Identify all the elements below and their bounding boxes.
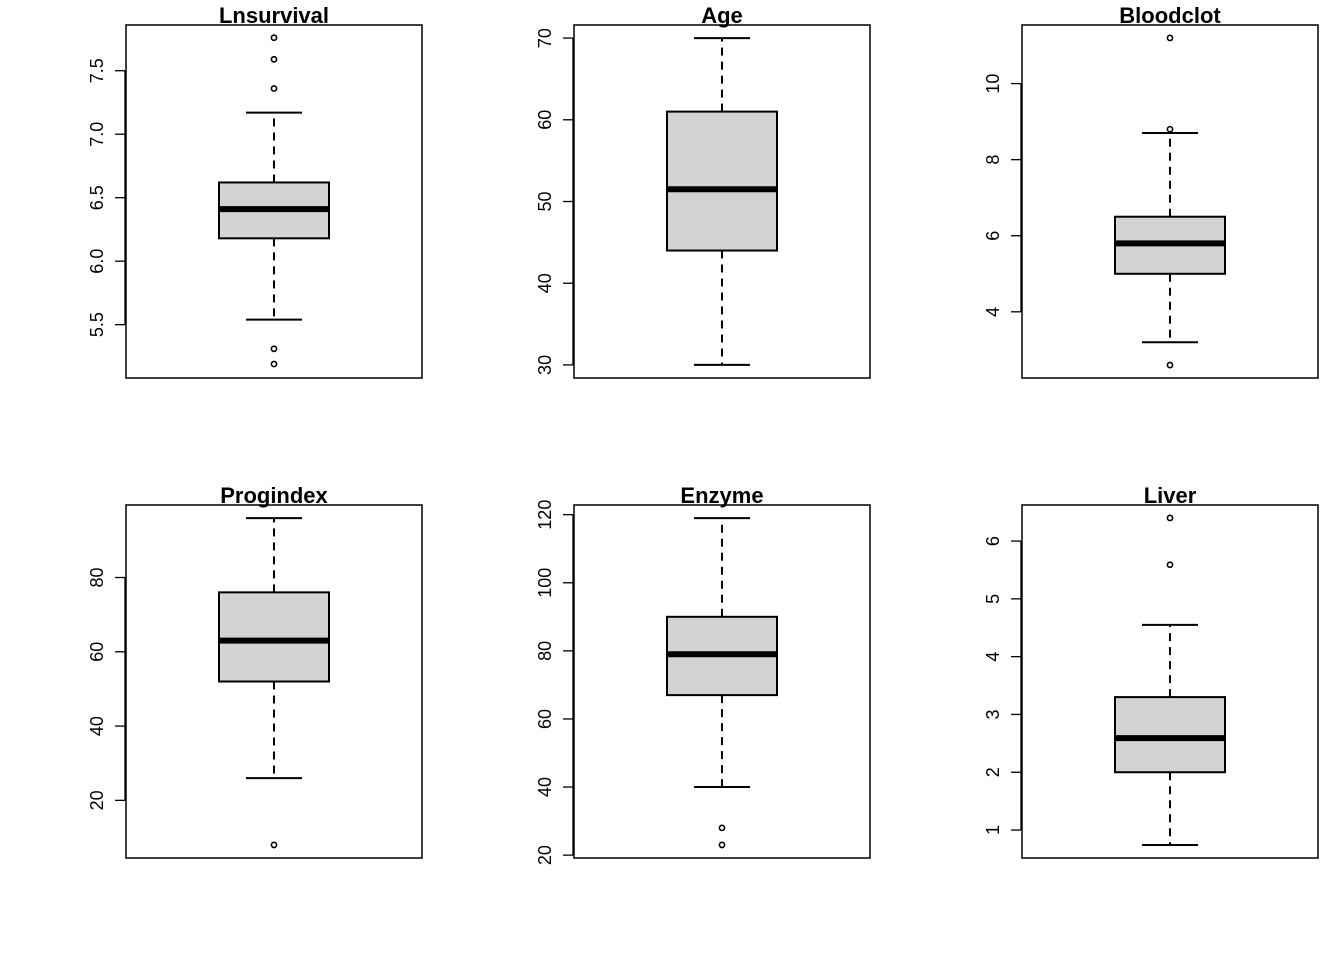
panel-lnsurvival: Lnsurvival 5.5 6.0 6.5 7.0 7.5 [87, 3, 423, 379]
panel-bloodclot: Bloodclot 4 6 8 10 [983, 3, 1319, 379]
y-tick-label: 80 [535, 641, 555, 661]
y-tick-label: 3 [983, 709, 1003, 719]
plot-frame [1021, 24, 1319, 379]
y-tick-label: 60 [535, 110, 555, 130]
outlier-point [1166, 125, 1174, 133]
y-tick-label: 100 [535, 568, 555, 598]
plot-frame [125, 504, 423, 859]
outlier-point [270, 841, 278, 849]
outlier-point [1166, 514, 1174, 522]
y-tick-label: 60 [87, 642, 107, 662]
outlier-point [270, 85, 278, 92]
outlier-point [270, 34, 278, 42]
plot-frame [1021, 504, 1319, 859]
panel-liver: Liver 1 2 3 4 5 6 [983, 483, 1319, 859]
y-tick-label: 4 [983, 652, 1003, 662]
outlier-point [718, 824, 726, 832]
outlier-point [270, 345, 278, 353]
outlier-point [718, 841, 726, 849]
y-tick-label: 4 [983, 307, 1003, 317]
panel-title: Enzyme [680, 483, 763, 508]
panel-title: Lnsurvival [219, 3, 329, 28]
y-tick-label: 7.0 [87, 122, 107, 147]
y-tick-label: 6.0 [87, 249, 107, 274]
iqr-box [218, 591, 330, 683]
y-tick-label: 6.5 [87, 185, 107, 210]
y-tick-label: 20 [535, 845, 555, 865]
y-tick-label: 120 [535, 500, 555, 530]
iqr-box [666, 110, 778, 252]
y-tick-label: 1 [983, 825, 1003, 835]
y-tick-label: 70 [535, 28, 555, 48]
y-tick-label: 6 [983, 231, 1003, 241]
outlier-point [270, 360, 278, 368]
y-tick-label: 2 [983, 767, 1003, 777]
y-tick-label: 5.5 [87, 312, 107, 337]
y-tick-label: 10 [983, 74, 1003, 94]
outlier-point [1166, 361, 1174, 369]
panel-enzyme: Enzyme 20 40 60 80 100 120 [535, 483, 871, 865]
panel-title: Age [701, 3, 743, 28]
plot-frame [125, 24, 423, 379]
panel-age: Age 30 40 50 60 70 [535, 3, 871, 379]
panel-title: Progindex [220, 483, 328, 508]
y-tick-label: 50 [535, 191, 555, 211]
outlier-point [1166, 561, 1174, 569]
iqr-box [1114, 696, 1226, 774]
outlier-point [270, 55, 278, 63]
plot-frame [573, 504, 871, 859]
y-tick-label: 60 [535, 709, 555, 729]
panel-title: Bloodclot [1119, 3, 1221, 28]
y-tick-label: 7.5 [87, 58, 107, 83]
y-tick-label: 40 [87, 716, 107, 736]
y-tick-label: 40 [535, 777, 555, 797]
y-tick-label: 8 [983, 155, 1003, 165]
panel-progindex: Progindex 20 40 60 80 [87, 483, 423, 859]
y-tick-label: 5 [983, 594, 1003, 604]
outlier-point [1166, 34, 1174, 42]
y-tick-label: 20 [87, 790, 107, 810]
plot-frame [573, 24, 871, 379]
y-tick-label: 30 [535, 355, 555, 375]
y-tick-label: 80 [87, 567, 107, 587]
y-tick-label: 40 [535, 273, 555, 293]
y-tick-label: 6 [983, 536, 1003, 546]
panel-title: Liver [1144, 483, 1197, 508]
